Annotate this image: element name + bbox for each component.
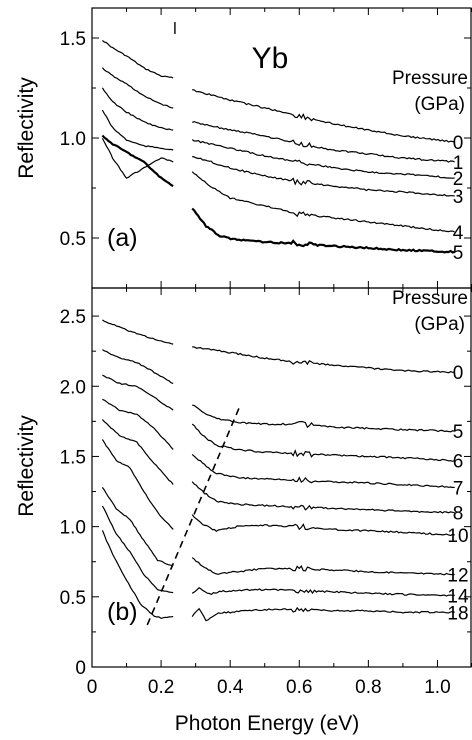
y-tick-label: 1.5 [60, 447, 86, 468]
series-0-low-segment [102, 319, 174, 345]
y-axis-label-a: Reflectivity [15, 77, 38, 179]
legend-title-b-line2: (GPa) [414, 314, 465, 335]
series-18-high-segment [191, 606, 455, 622]
series-label-5: 5 [453, 422, 464, 443]
series-label-18: 18 [447, 603, 468, 624]
series-label-14: 14 [447, 586, 469, 607]
series-label-5: 5 [453, 243, 464, 264]
x-tick-label: 0.6 [286, 677, 312, 698]
series-label-3: 3 [453, 187, 464, 208]
axes-frame [91, 287, 472, 668]
series-0-high-segment [192, 346, 455, 374]
series-3-high-segment [192, 155, 455, 197]
series-label-0: 0 [453, 133, 464, 154]
series-5-low-segment [101, 134, 174, 188]
x-tick-label: 0.4 [217, 677, 244, 698]
series-label-10: 10 [447, 526, 468, 547]
y-tick-label: 1.0 [60, 518, 86, 539]
y-tick-label: 0.5 [60, 588, 86, 609]
series-6-low-segment [102, 374, 174, 411]
chart-title: Yb [252, 42, 289, 75]
series-14-low-segment [101, 505, 174, 594]
series-8-high-segment [191, 481, 455, 514]
series-4-high-segment [191, 171, 455, 233]
series-label-12: 12 [447, 565, 468, 586]
dashed-trend-line [146, 404, 242, 626]
series-3-low-segment [101, 109, 174, 151]
y-tick-label: 2.0 [60, 377, 86, 398]
series-12-high-segment [191, 557, 455, 576]
series-1-low-segment [101, 67, 174, 109]
series-12-low-segment [101, 487, 174, 567]
series-label-0: 0 [453, 363, 464, 384]
series-0-low-segment [102, 40, 174, 79]
series-2-low-segment [101, 87, 174, 131]
panel-b: 0 0.5 1.0 1.5 2.0 2.5 0 0.2 0.4 0.6 0.8 1.0 0 5 6 7 810 1… [60, 287, 472, 698]
legend-title-a-line1: Pressure [392, 68, 468, 89]
x-tick-label: 0.8 [355, 677, 381, 698]
y-axis-label-b: Reflectivity [15, 415, 38, 517]
series-label-1: 1 [453, 153, 464, 174]
series-4-low-segment [101, 138, 174, 179]
series-10-low-segment [101, 439, 174, 530]
legend-title-b-line1: Pressure [392, 288, 468, 309]
y-tick-label: 0 [75, 658, 86, 679]
series-0-high-segment [192, 89, 455, 143]
series-5-high-segment [191, 207, 455, 254]
y-tick-label: 0.5 [60, 229, 86, 250]
x-tick-label: 1.0 [424, 677, 450, 698]
series-label-7: 7 [453, 478, 464, 499]
y-tick-label: 1.5 [60, 29, 86, 50]
x-tick-label: 0 [87, 677, 98, 698]
series-label-6: 6 [453, 452, 464, 473]
x-tick-label: 0.2 [148, 677, 174, 698]
series-1-high-segment [191, 120, 455, 163]
legend-title-a-line2: (GPa) [414, 94, 465, 115]
series-14-high-segment [191, 587, 455, 597]
series-5-low-segment [102, 349, 174, 385]
series-label-8: 8 [453, 504, 464, 525]
series-10-high-segment [191, 514, 455, 537]
series-2-high-segment [191, 139, 455, 179]
x-axis-label: Photon Energy (eV) [175, 712, 359, 735]
series-label-4: 4 [453, 223, 464, 244]
y-tick-label: 2.5 [60, 307, 86, 328]
panel-label-b: (b) [107, 598, 138, 626]
panel-label-a: (a) [107, 224, 138, 252]
series-18-low-segment [101, 530, 174, 620]
y-tick-label: 1.0 [60, 129, 86, 150]
series-label-2: 2 [453, 169, 464, 190]
series-7-high-segment [191, 453, 455, 489]
series-8-low-segment [101, 419, 174, 485]
series-7-low-segment [102, 398, 174, 450]
series-5-high-segment [192, 404, 455, 433]
series-6-high-segment [191, 423, 455, 462]
